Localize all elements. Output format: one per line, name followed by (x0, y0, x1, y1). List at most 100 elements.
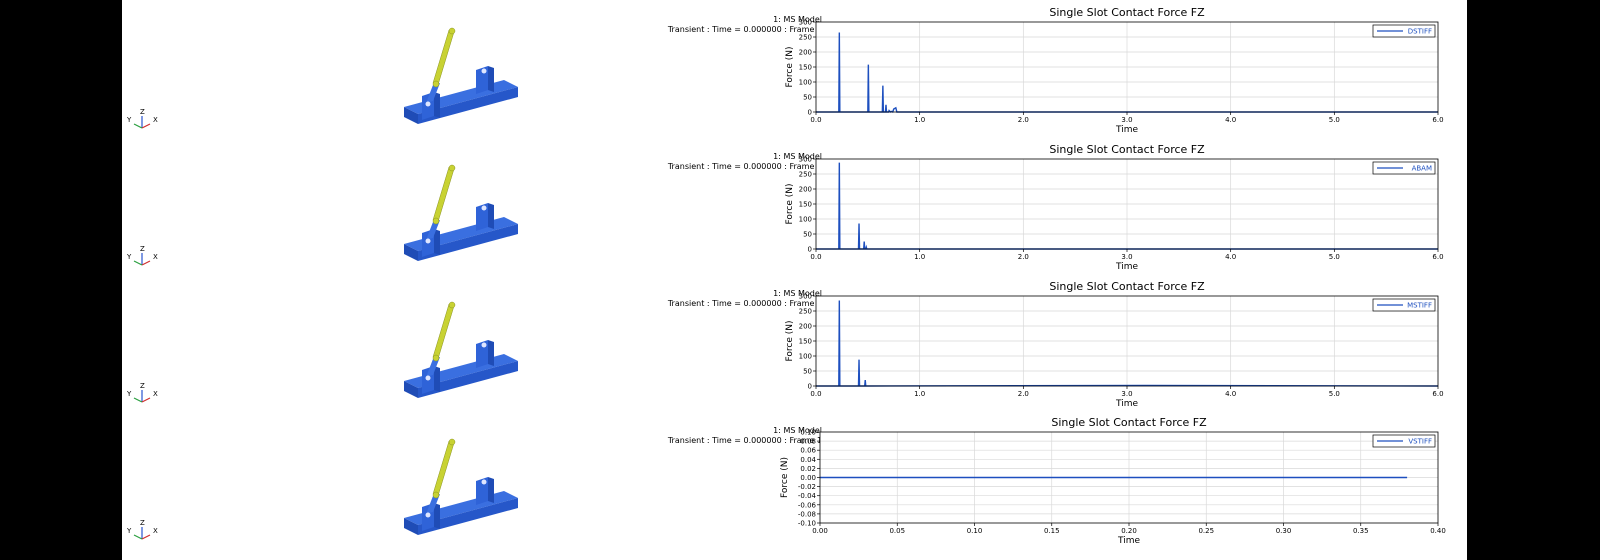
model-right-pivot (481, 205, 487, 211)
model-left-bracket-shade (434, 229, 440, 255)
y-tick-label: 200 (799, 186, 812, 194)
model-base-side (418, 361, 518, 398)
viewport-canvas: Z X Y 1: MS Model Transient : Time = 0.0… (122, 0, 1467, 560)
x-tick-label: 0.15 (1044, 527, 1060, 535)
frame-label: Transient : Time = 0.000000 : Frame 1 (667, 25, 822, 34)
x-tick-label: 1.0 (914, 253, 925, 261)
model-view-2[interactable]: Z X Y (122, 137, 822, 277)
mechanism-model (404, 438, 518, 535)
x-tick-label: 6.0 (1432, 253, 1443, 261)
panel-4: Z X Y 1: MS Model Transient : Time = 0.0… (122, 411, 1467, 551)
x-tick-label: 5.0 (1329, 116, 1340, 124)
chart-1[interactable]: Single Slot Contact Force FZ 0.0 1.0 2.0 3.0… (122, 0, 1467, 140)
y-tick-label: -0.04 (798, 492, 817, 500)
model-rod-tip (448, 301, 456, 309)
chart-title: Single Slot Contact Force FZ (1051, 416, 1207, 429)
frame-label: Transient : Time = 0.000000 : Frame 1 (667, 436, 822, 445)
panel-3: Z X Y 1: MS Model Transient : Time = 0.0… (122, 274, 1467, 414)
triad-x-label: X (153, 390, 158, 398)
model-view-1[interactable]: Z X Y (122, 0, 822, 140)
model-right-pivot (481, 479, 487, 485)
y-tick-label: 300 (799, 19, 812, 27)
x-tick-label: 2.0 (1018, 253, 1029, 261)
model-right-bracket-shade (488, 477, 494, 503)
triad-y-axis (133, 397, 143, 403)
model-rod-joint (432, 217, 440, 225)
x-tick-label: 0.30 (1276, 527, 1292, 535)
y-tick-label: 300 (799, 293, 812, 301)
model-right-pivot (481, 342, 487, 348)
y-tick-label: 250 (799, 308, 812, 316)
y-tick-label: 150 (799, 201, 812, 209)
y-tick-label: -0.06 (798, 501, 817, 509)
legend-box (1372, 434, 1436, 448)
y-tick-label: 200 (799, 49, 812, 57)
legend-box (1372, 24, 1436, 38)
model-label: 1: MS Model (773, 15, 822, 24)
x-tick-label: 6.0 (1432, 116, 1443, 124)
model-label: 1: MS Model (773, 289, 822, 298)
model-lower-link (426, 83, 440, 103)
x-tick-label: 2.0 (1018, 116, 1029, 124)
chart-title: Single Slot Contact Force FZ (1049, 280, 1205, 293)
y-tick-label: 0.02 (800, 465, 816, 473)
model-base-side (418, 498, 518, 535)
chart-2[interactable]: Single Slot Contact Force FZ 0.0 1.0 2.0 3.0… (122, 137, 1467, 277)
triad-y-axis (133, 534, 143, 540)
triad-z-label: Z (140, 108, 145, 116)
x-tick-label: 0.0 (810, 390, 821, 398)
model-rod-tip (448, 438, 456, 446)
x-tick-label: 0.25 (1198, 527, 1214, 535)
y-tick-label: 0.04 (800, 456, 816, 464)
mechanism-model (404, 27, 518, 124)
model-info-4: 1: MS Model Transient : Time = 0.000000 … (422, 426, 822, 446)
y-tick-label: 150 (799, 64, 812, 72)
x-tick-label: 4.0 (1225, 390, 1236, 398)
model-label: 1: MS Model (773, 426, 822, 435)
y-tick-label: 50 (803, 231, 812, 239)
model-rod-joint (432, 491, 440, 499)
x-tick-label: 0.20 (1121, 527, 1137, 535)
y-tick-label: 0 (808, 246, 812, 254)
triad-y-label: Y (126, 116, 132, 124)
x-axis-label: Time (1115, 399, 1138, 409)
model-info-1: 1: MS Model Transient : Time = 0.000000 … (422, 15, 822, 35)
y-tick-label: 0.08 (800, 438, 816, 446)
model-view-3[interactable]: Z X Y (122, 274, 822, 414)
model-right-bracket-shade (488, 203, 494, 229)
model-rod-tip (448, 27, 456, 35)
y-tick-label: 0.06 (800, 447, 816, 455)
legend-entry: DSTIFF (1408, 28, 1432, 36)
x-axis-label: Time (1115, 262, 1138, 272)
axis-triad: Z X Y (126, 108, 158, 129)
x-tick-label: 0.0 (810, 253, 821, 261)
model-base-front (404, 107, 418, 124)
legend-box (1372, 161, 1436, 175)
y-tick-label: -0.10 (798, 520, 816, 528)
model-rod-joint (432, 354, 440, 362)
model-lower-link (426, 220, 440, 240)
x-tick-label: 4.0 (1225, 253, 1236, 261)
panel-2: Z X Y 1: MS Model Transient : Time = 0.0… (122, 137, 1467, 277)
model-rod-joint (432, 80, 440, 88)
x-tick-label: 1.0 (914, 116, 925, 124)
axis-triad: Z X Y (126, 382, 158, 403)
y-axis-label: Force (N) (785, 184, 795, 225)
model-lower-link (426, 494, 440, 514)
x-tick-label: 0.0 (810, 116, 821, 124)
legend-entry: ABAM (1412, 165, 1432, 173)
y-tick-label: 0 (808, 109, 812, 117)
model-base-side (418, 224, 518, 261)
model-view-4[interactable]: Z X Y (122, 411, 822, 551)
chart-3[interactable]: Single Slot Contact Force FZ 0.0 1.0 2.0 3.0… (122, 274, 1467, 414)
axis-triad: Z X Y (126, 519, 158, 540)
model-base-front (404, 381, 418, 398)
legend-entry: MSTIFF (1407, 302, 1432, 310)
x-tick-label: 3.0 (1121, 253, 1132, 261)
triad-x-axis (141, 123, 151, 129)
y-tick-label: 50 (803, 368, 812, 376)
y-axis-label: Force (N) (780, 457, 790, 498)
triad-z-label: Z (140, 519, 145, 527)
chart-4[interactable]: Single Slot Contact Force FZ 0.00 0.05 0.10… (122, 411, 1467, 551)
y-tick-label: 0 (808, 383, 812, 391)
